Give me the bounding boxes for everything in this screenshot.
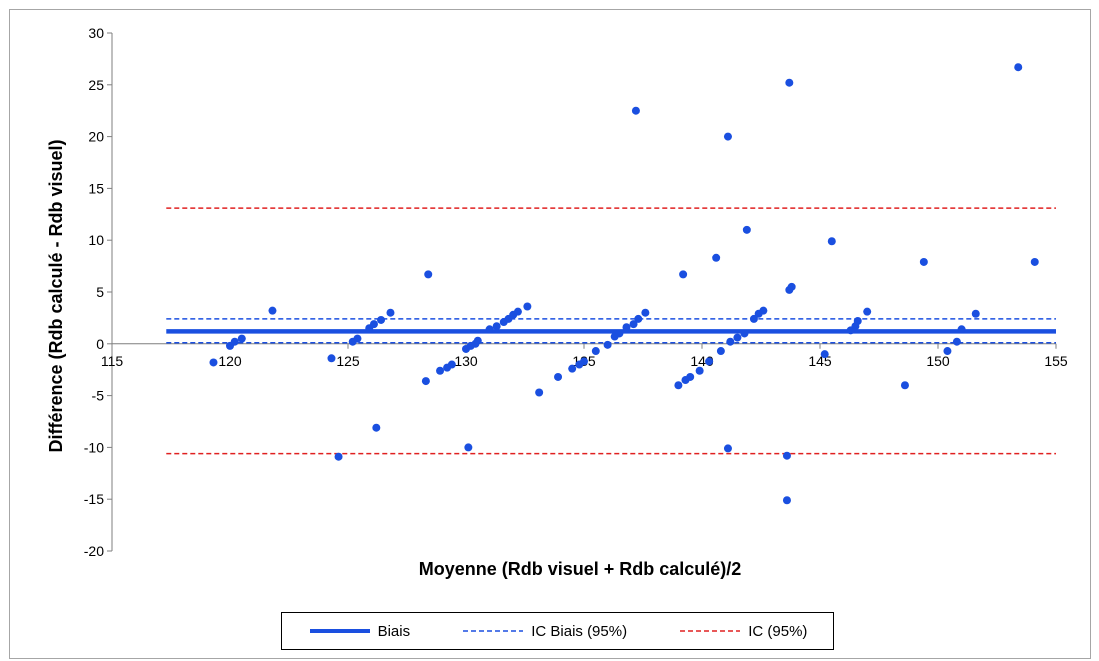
y-tick-label: -20 xyxy=(84,543,104,559)
data-point xyxy=(900,381,909,390)
data-point xyxy=(787,282,796,291)
x-tick-label: 150 xyxy=(926,353,950,369)
data-point xyxy=(726,337,735,346)
data-point xyxy=(377,315,386,324)
data-point xyxy=(1014,63,1023,72)
data-point xyxy=(723,444,732,453)
x-tick-label: 115 xyxy=(101,353,124,369)
data-point xyxy=(591,347,600,356)
data-point xyxy=(712,253,721,262)
data-point xyxy=(634,314,643,323)
data-point xyxy=(386,308,395,317)
data-point xyxy=(631,106,640,115)
y-tick-label: -15 xyxy=(84,491,104,507)
data-point xyxy=(603,340,612,349)
data-point xyxy=(782,496,791,505)
chart-frame xyxy=(9,9,1091,659)
x-tick-label: 130 xyxy=(454,353,478,369)
data-point xyxy=(372,423,381,432)
data-point xyxy=(716,347,725,356)
y-tick-label: 25 xyxy=(88,77,104,93)
data-point xyxy=(334,452,343,461)
data-point xyxy=(742,225,751,234)
legend-item-ic: IC (95%) xyxy=(678,623,807,640)
data-point xyxy=(369,320,378,329)
data-point xyxy=(485,325,494,334)
data-point xyxy=(641,308,650,317)
data-point xyxy=(785,78,794,87)
data-point xyxy=(679,270,688,279)
data-point xyxy=(513,307,522,316)
data-point xyxy=(827,237,836,246)
y-tick-label: 0 xyxy=(96,336,104,352)
data-point xyxy=(943,347,952,356)
axes: 302520151050-5-10-15-2011512012513013514… xyxy=(84,25,1068,559)
legend-swatch-ic-biais xyxy=(463,630,524,632)
data-point xyxy=(568,364,577,373)
data-point xyxy=(268,306,277,315)
y-tick-label: -5 xyxy=(92,388,105,404)
data-point xyxy=(952,337,961,346)
data-point xyxy=(421,377,430,386)
data-point xyxy=(759,306,768,315)
legend: Biais IC Biais (95%) IC (95%) xyxy=(281,612,834,650)
data-point xyxy=(580,357,588,366)
x-tick-label: 155 xyxy=(1044,353,1068,369)
y-tick-label: 20 xyxy=(88,129,104,145)
legend-label-biais: Biais xyxy=(377,622,411,640)
reference-lines xyxy=(166,207,1056,455)
data-point xyxy=(853,317,862,326)
data-point xyxy=(622,323,631,332)
data-point xyxy=(957,325,966,334)
legend-item-biais: Biais xyxy=(308,622,411,640)
data-point xyxy=(971,309,980,318)
y-tick-label: -10 xyxy=(84,439,104,455)
data-point xyxy=(523,302,532,311)
data-point xyxy=(535,388,544,397)
data-point xyxy=(353,334,362,343)
data-point xyxy=(447,360,456,369)
y-tick-label: 10 xyxy=(88,232,104,248)
data-points xyxy=(209,63,1039,505)
data-point xyxy=(424,270,433,279)
data-point xyxy=(230,337,239,346)
data-point xyxy=(464,443,473,452)
data-point xyxy=(705,357,714,366)
data-point xyxy=(237,334,246,343)
y-tick-label: 5 xyxy=(96,284,104,300)
data-point xyxy=(615,329,624,338)
data-point xyxy=(723,132,732,141)
data-point xyxy=(1030,257,1039,266)
data-point xyxy=(733,333,742,342)
data-point xyxy=(209,358,218,367)
legend-swatch-ic xyxy=(680,630,741,632)
data-point xyxy=(863,307,872,316)
data-point xyxy=(492,322,501,331)
data-point xyxy=(740,329,749,338)
legend-label-ic: IC (95%) xyxy=(748,622,808,640)
data-point xyxy=(695,366,704,375)
y-tick-label: 30 xyxy=(88,25,104,41)
legend-item-ic-biais: IC Biais (95%) xyxy=(461,623,627,640)
data-point xyxy=(327,354,336,363)
data-point xyxy=(919,257,928,266)
data-point xyxy=(629,320,638,329)
x-tick-label: 120 xyxy=(218,353,242,369)
data-point xyxy=(554,372,563,381)
data-point xyxy=(820,350,829,359)
legend-swatch-biais xyxy=(309,629,370,633)
data-point xyxy=(749,314,758,323)
y-tick-label: 15 xyxy=(88,180,104,196)
data-point xyxy=(436,366,445,375)
data-point xyxy=(674,381,683,390)
data-point xyxy=(782,451,791,460)
x-axis-title: Moyenne (Rdb visuel + Rdb calculé)/2 xyxy=(419,559,742,579)
data-point xyxy=(686,372,695,381)
x-tick-label: 125 xyxy=(336,353,360,369)
legend-label-ic-biais: IC Biais (95%) xyxy=(531,622,628,640)
data-point xyxy=(473,336,482,345)
y-axis-title: Différence (Rdb calculé - Rdb visuel) xyxy=(46,139,66,452)
